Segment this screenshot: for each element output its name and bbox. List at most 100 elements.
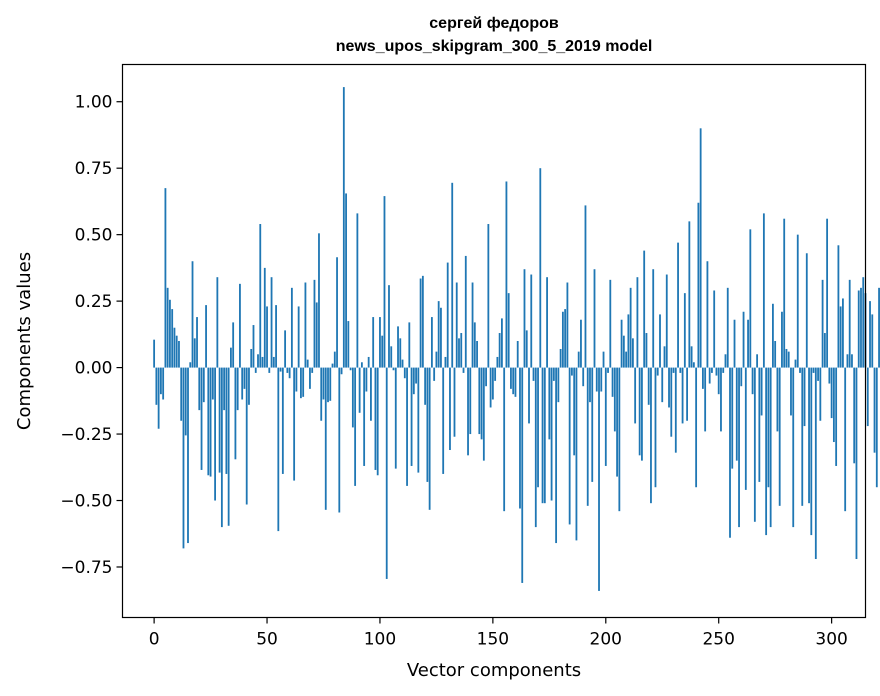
bar xyxy=(349,367,352,371)
x-tick-label: 250 xyxy=(702,630,734,650)
bar xyxy=(571,367,573,376)
bar xyxy=(575,367,578,541)
bar xyxy=(166,287,169,368)
bar xyxy=(455,282,458,368)
bar xyxy=(681,367,684,424)
bar xyxy=(776,367,779,432)
bar xyxy=(360,362,363,368)
bar xyxy=(808,367,810,504)
x-axis: 0 50 100 150 200 250 300 xyxy=(149,617,848,650)
bar xyxy=(670,367,673,437)
bar xyxy=(358,367,361,413)
bar xyxy=(261,356,264,368)
bar xyxy=(252,325,255,368)
bar xyxy=(200,367,203,470)
bar xyxy=(853,367,856,464)
bar xyxy=(559,348,562,368)
bar xyxy=(618,367,621,512)
bar xyxy=(458,338,460,368)
bar xyxy=(279,367,282,372)
bar xyxy=(812,367,815,373)
bar xyxy=(514,367,517,397)
bar xyxy=(765,367,768,536)
y-tick-label: 0.75 xyxy=(75,159,113,179)
bar xyxy=(236,367,239,411)
bar xyxy=(729,367,731,538)
bar xyxy=(403,367,406,379)
bar xyxy=(787,351,790,368)
bar xyxy=(552,367,555,381)
bar xyxy=(631,338,634,368)
bar xyxy=(668,367,670,408)
bar xyxy=(817,367,819,381)
bar xyxy=(521,367,524,583)
bar xyxy=(268,367,271,373)
bar xyxy=(627,314,630,368)
bar xyxy=(650,367,652,504)
bar xyxy=(523,269,526,368)
bar xyxy=(851,354,853,368)
bar xyxy=(390,346,393,368)
bar xyxy=(153,339,156,368)
bar xyxy=(604,367,607,466)
bar xyxy=(586,367,589,506)
bar xyxy=(674,367,677,453)
bar xyxy=(805,253,808,368)
bar xyxy=(821,279,824,368)
bar xyxy=(347,321,350,368)
bar xyxy=(580,319,582,368)
bar xyxy=(697,202,700,368)
bar xyxy=(182,367,185,549)
bar xyxy=(365,367,368,392)
bar xyxy=(713,290,716,368)
bar xyxy=(871,314,874,368)
bar xyxy=(374,367,377,470)
bar xyxy=(419,278,422,368)
bar xyxy=(254,367,257,373)
bar xyxy=(659,314,661,368)
bar xyxy=(232,322,235,368)
bar xyxy=(790,367,792,416)
bar xyxy=(747,319,749,368)
bar xyxy=(207,367,210,476)
y-tick-label: 0.50 xyxy=(75,226,113,246)
bar xyxy=(749,229,752,368)
bar xyxy=(803,367,806,427)
bar xyxy=(550,367,553,501)
bar xyxy=(191,261,194,368)
bar xyxy=(157,367,160,429)
bar xyxy=(507,293,510,368)
x-tick-label: 150 xyxy=(477,630,509,650)
bar xyxy=(654,367,657,488)
bar xyxy=(464,255,467,368)
bar xyxy=(589,367,591,403)
bar xyxy=(873,367,876,453)
bar xyxy=(600,367,603,392)
bar xyxy=(313,279,316,368)
y-tick-label: 1.00 xyxy=(75,93,113,113)
bar xyxy=(426,367,429,482)
bar xyxy=(801,367,804,506)
bar xyxy=(717,367,720,395)
bar xyxy=(708,367,711,384)
bar xyxy=(491,367,494,400)
bar xyxy=(742,311,745,368)
bar xyxy=(155,367,158,405)
bar xyxy=(478,367,481,435)
bar xyxy=(336,257,338,368)
bar xyxy=(568,367,571,525)
bar xyxy=(598,367,600,591)
bar xyxy=(837,245,840,368)
bar xyxy=(216,277,219,368)
bar xyxy=(315,302,318,368)
bar xyxy=(546,277,548,368)
bar xyxy=(875,367,878,488)
bar xyxy=(557,367,560,403)
bar xyxy=(869,301,871,368)
bar xyxy=(860,287,862,368)
bar xyxy=(430,317,433,368)
bar xyxy=(288,367,291,379)
bar xyxy=(412,367,415,395)
bar xyxy=(284,330,287,368)
